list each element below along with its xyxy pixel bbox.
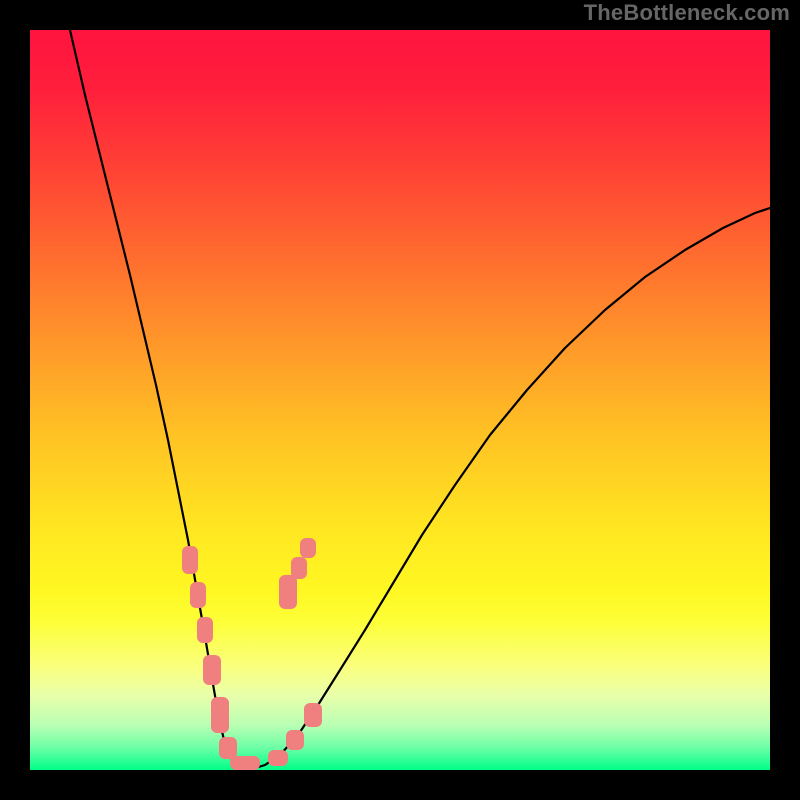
data-marker [279,575,297,609]
data-marker [219,737,237,759]
data-marker [268,750,288,766]
data-marker [291,557,307,579]
data-marker [230,756,260,770]
chart-frame: TheBottleneck.com [0,0,800,800]
data-marker [286,730,304,750]
data-marker [190,582,206,608]
data-marker [203,655,221,685]
data-marker [300,538,316,558]
bottleneck-curve [70,30,770,769]
plot-area [30,30,770,770]
data-marker [304,703,322,727]
data-marker [197,617,213,643]
data-marker [211,697,229,733]
data-marker [182,546,198,574]
curve-overlay [30,30,770,770]
watermark-label: TheBottleneck.com [584,0,790,26]
